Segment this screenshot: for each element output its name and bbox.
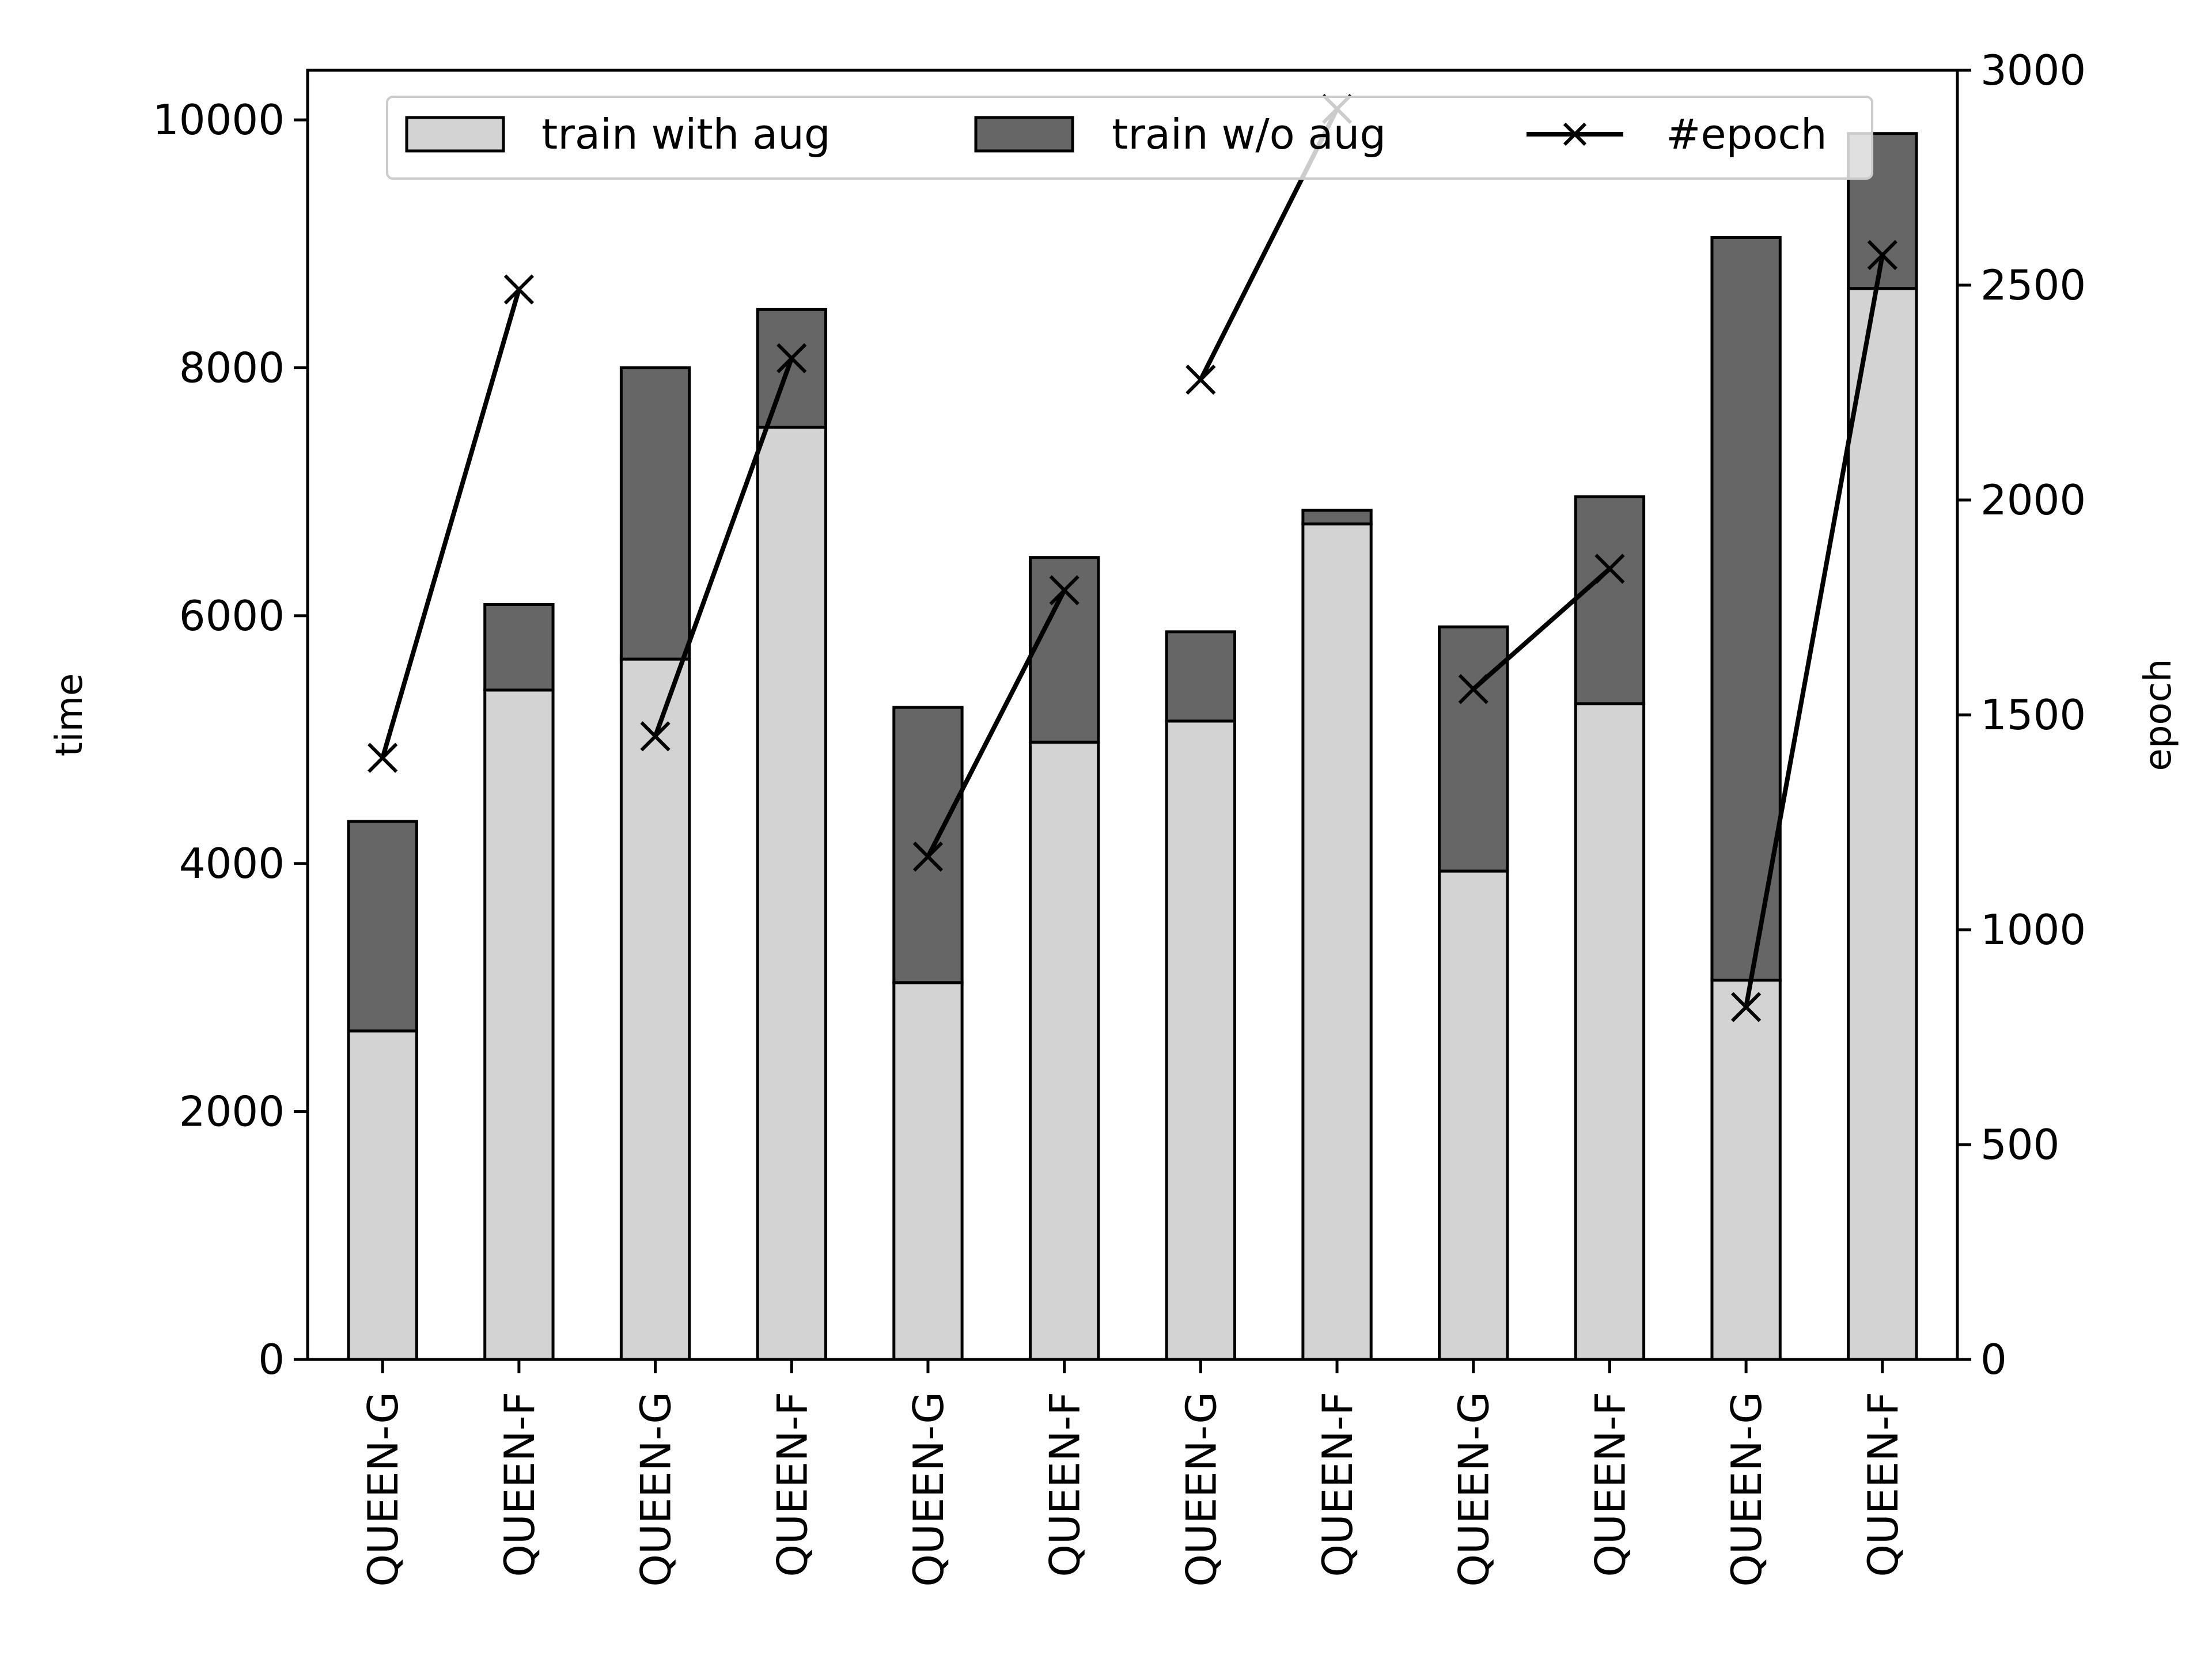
left-axis: 0 2000 4000 6000 8000 10000 — [153, 96, 308, 1384]
x-tick-label: QUEEN-F — [768, 1392, 816, 1577]
bar-train-with-aug — [1847, 287, 1918, 1361]
y-tick-label-right: 500 — [1980, 1120, 2059, 1169]
bar-train-wo-aug — [619, 366, 691, 661]
epoch-point-marker — [368, 743, 398, 773]
bar-train-wo-aug — [1165, 630, 1237, 723]
epoch-point-marker — [777, 343, 807, 373]
y-axis-label-left: time — [48, 673, 91, 757]
x-tick-label: QUEEN-G — [632, 1392, 680, 1587]
epoch-line-segment — [1744, 255, 1885, 1007]
x-tick-label: QUEEN-G — [1722, 1392, 1771, 1587]
bar-train-with-aug — [1165, 719, 1237, 1361]
bar-train-wo-aug — [1574, 495, 1646, 706]
y-tick-label-right: 0 — [1980, 1335, 2007, 1384]
epoch-line-segment — [653, 357, 794, 737]
epoch-point-marker — [503, 274, 534, 305]
epoch-line-segment — [926, 589, 1067, 858]
y-tick-label-left: 0 — [258, 1335, 285, 1384]
bar-train-with-aug — [619, 657, 691, 1361]
legend-swatch-train-wo-aug — [974, 116, 1074, 153]
x-tick-label: QUEEN-G — [1450, 1392, 1498, 1587]
bar-train-with-aug — [483, 688, 555, 1361]
y-tick-label-right: 2000 — [1980, 476, 2086, 524]
y-axis-label-right: epoch — [2137, 659, 2180, 771]
y-tick-label-right: 3000 — [1980, 46, 2086, 94]
x-tick-label: QUEEN-G — [359, 1392, 407, 1587]
epoch-point-marker — [1458, 674, 1488, 704]
bar-train-wo-aug — [483, 603, 555, 692]
bar-train-with-aug — [1028, 740, 1100, 1361]
bar-train-wo-aug — [1301, 509, 1373, 526]
bar-train-wo-aug — [756, 308, 827, 429]
epoch-point-marker — [1049, 575, 1080, 605]
bar-train-with-aug — [1438, 869, 1509, 1361]
legend-label-epoch: #epoch — [1666, 110, 1827, 158]
bar-train-with-aug — [347, 1029, 418, 1361]
right-axis: 0 500 1000 1500 2000 2500 3000 — [1957, 46, 2086, 1384]
epoch-point-marker — [1730, 992, 1762, 1022]
y-tick-label-left: 6000 — [179, 592, 285, 640]
y-tick-label-right: 1000 — [1980, 906, 2086, 954]
bar-train-with-aug — [1710, 979, 1782, 1361]
x-tick-label: QUEEN-G — [904, 1392, 953, 1587]
epoch-point-marker — [1594, 554, 1625, 584]
bar-train-with-aug — [892, 981, 964, 1361]
bar-train-wo-aug — [1438, 625, 1509, 873]
y-tick-label-left: 2000 — [179, 1088, 285, 1136]
bar-train-with-aug — [1574, 702, 1646, 1361]
epoch-point-marker — [640, 721, 671, 752]
x-tick-label: QUEEN-F — [1859, 1392, 1907, 1577]
y-tick-label-right: 2500 — [1980, 261, 2086, 309]
legend-label-train-with-aug: train with aug — [541, 110, 831, 158]
bar-train-with-aug — [1301, 522, 1373, 1361]
epoch-point-marker — [1867, 240, 1897, 270]
y-tick-label-left: 4000 — [179, 839, 285, 888]
epoch-point-marker — [1185, 364, 1216, 395]
legend-box — [386, 96, 1873, 180]
epoch-line-segment — [1472, 567, 1612, 691]
bar-train-with-aug — [756, 426, 827, 1361]
y-tick-label-left: 8000 — [179, 343, 285, 392]
x-tick-label: QUEEN-F — [1586, 1392, 1634, 1577]
x-tick-label: QUEEN-F — [1041, 1392, 1089, 1577]
bar-train-wo-aug — [347, 820, 418, 1033]
x-tick-label: QUEEN-F — [495, 1392, 544, 1577]
y-tick-label-left: 10000 — [153, 96, 285, 144]
x-tick-label: QUEEN-F — [1313, 1392, 1362, 1577]
bar-train-wo-aug — [1710, 236, 1782, 982]
legend-label-train-wo-aug: train w/o aug — [1112, 110, 1386, 158]
legend-swatch-train-with-aug — [405, 116, 505, 153]
x-tick-label: QUEEN-G — [1177, 1392, 1225, 1587]
legend: train with aug train w/o aug #epoch — [386, 96, 1873, 180]
x-axis: QUEEN-G QUEEN-F QUEEN-G QUEEN-F QUEEN-G QUEEN… — [359, 1359, 1907, 1587]
bar-train-wo-aug — [1028, 556, 1100, 744]
bar-layer — [347, 132, 1918, 1361]
legend-marker-epoch — [1563, 122, 1587, 146]
bar-train-wo-aug — [892, 706, 964, 984]
epoch-line-segment — [380, 289, 521, 759]
epoch-point-marker — [912, 842, 944, 872]
y-tick-label-right: 1500 — [1980, 691, 2086, 739]
